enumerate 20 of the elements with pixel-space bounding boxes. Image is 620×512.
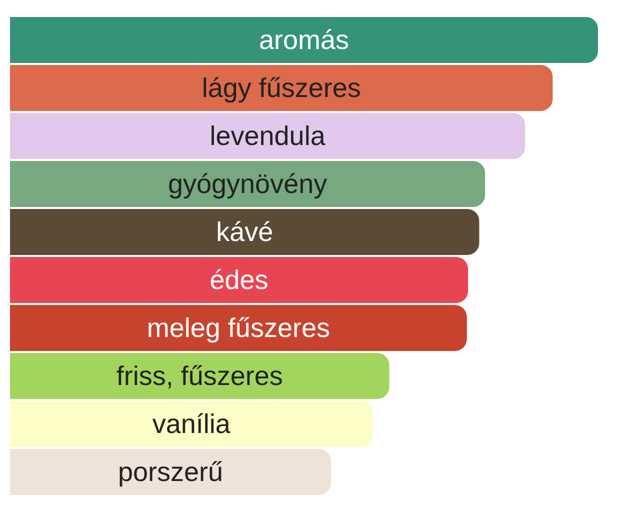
bar (10, 64, 553, 112)
bar (10, 208, 480, 256)
bar (10, 112, 526, 160)
bar (10, 160, 486, 208)
bar (10, 256, 468, 304)
y-tick-label: vanília (152, 409, 232, 439)
bar (10, 352, 390, 400)
y-tick-label: porszerű (118, 457, 224, 487)
y-tick-label: gyógynövény (168, 169, 328, 199)
bar (10, 16, 598, 64)
y-tick-label: édes (210, 265, 268, 295)
bar (10, 400, 373, 448)
y-tick-label: aromás (258, 25, 350, 55)
y-tick-label: lágy fűszeres (202, 73, 361, 103)
bar (10, 304, 467, 352)
y-tick-label: levendula (210, 121, 326, 151)
bar (10, 448, 332, 496)
y-tick-label: meleg fűszeres (146, 313, 330, 343)
y-tick-label: friss, fűszeres (116, 361, 283, 391)
y-tick-label: kávé (216, 217, 274, 247)
